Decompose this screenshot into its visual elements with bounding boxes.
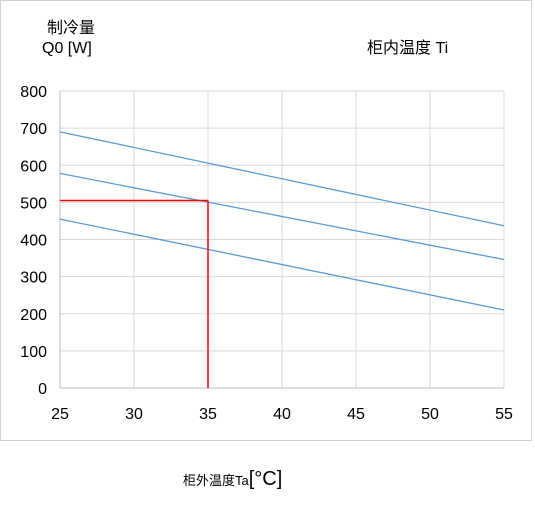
series-line-2	[59, 172, 505, 261]
y-tick-label: 200	[20, 307, 47, 324]
y-axis-label-line1: 制冷量	[47, 19, 95, 37]
x-tick-label: 35	[199, 406, 217, 423]
series-line-3	[59, 218, 505, 311]
y-tick-label: 800	[20, 84, 47, 101]
x-tick-label: 55	[495, 406, 513, 423]
x-tick-label: 50	[421, 406, 439, 423]
y-tick-label: 300	[20, 270, 47, 287]
y-tick-labels: 800 700 600 500 400 300 200 100 0	[20, 84, 47, 398]
x-axis-label-text: 柜外温度Ta	[183, 473, 249, 488]
y-tick-label: 100	[20, 344, 47, 361]
x-axis-label: 柜外温度Ta[°C]	[183, 468, 282, 491]
x-tick-label: 40	[273, 406, 291, 423]
line-chart: 800 700 600 500 400 300 200 100 0 25 30 35 40 45 50 55…	[20, 19, 513, 423]
y-tick-label: 400	[20, 233, 47, 250]
y-tick-label: 500	[20, 195, 47, 212]
x-tick-label: 30	[125, 406, 143, 423]
reference-lines	[60, 199, 209, 388]
series-line-1	[59, 131, 505, 227]
y-axis-label-line2: Q0 [W]	[42, 40, 92, 57]
x-tick-labels: 25 30 35 40 45 50 55	[51, 406, 513, 423]
x-tick-label: 25	[51, 406, 69, 423]
y-tick-label: 700	[20, 121, 47, 138]
series-lines	[59, 131, 505, 311]
axes	[59, 91, 504, 389]
x-tick-label: 45	[347, 406, 365, 423]
chart-frame	[0, 0, 532, 441]
x-axis-label-unit: [°C]	[248, 468, 283, 490]
y-tick-label: 0	[38, 381, 47, 398]
y-tick-label: 600	[20, 158, 47, 175]
series-title: 柜内温度 Ti	[367, 39, 448, 57]
grid	[60, 90, 505, 388]
